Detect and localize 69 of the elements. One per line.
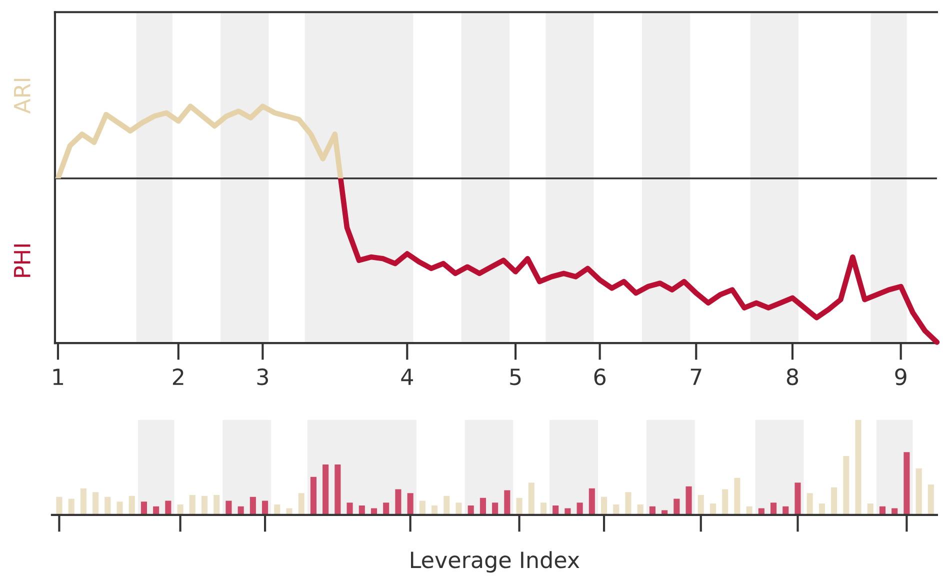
x-tick-label: 3 — [257, 368, 268, 386]
bar — [383, 502, 390, 515]
bar — [528, 482, 534, 515]
bar — [818, 504, 825, 515]
bar — [104, 496, 111, 515]
bar — [540, 502, 547, 515]
bar — [576, 502, 583, 515]
bar — [698, 494, 704, 515]
bar — [480, 498, 486, 515]
x-tick-label: 7 — [690, 368, 702, 385]
bar — [928, 484, 934, 515]
x-axis-title: Leverage Index — [411, 551, 580, 573]
bar — [116, 502, 123, 515]
bar — [904, 452, 910, 515]
bar — [189, 494, 196, 515]
bar — [128, 496, 135, 515]
bar — [855, 420, 862, 515]
bar — [92, 492, 99, 515]
bar — [625, 492, 632, 515]
bar — [334, 464, 341, 515]
x-tick-label: 9 — [895, 368, 906, 386]
bar — [56, 496, 62, 515]
bar — [395, 489, 402, 515]
x-tick-label: 8 — [786, 368, 798, 386]
bar — [140, 502, 147, 515]
x-tick-label: 4 — [401, 368, 413, 385]
bar — [722, 489, 728, 515]
bar — [201, 496, 208, 515]
bar — [310, 476, 316, 515]
bar — [226, 500, 232, 515]
x-tick-label: 1 — [53, 368, 64, 385]
bar — [80, 488, 86, 515]
bar — [274, 504, 280, 515]
bar — [456, 502, 462, 515]
bar — [867, 504, 874, 515]
x-tick-label: 2 — [172, 368, 184, 385]
bar — [504, 490, 510, 515]
bar — [68, 498, 74, 515]
bar — [843, 456, 850, 515]
bar — [674, 498, 680, 515]
bar — [831, 487, 838, 515]
bar — [588, 488, 595, 515]
bar — [794, 482, 801, 515]
bar — [262, 500, 268, 515]
bar — [710, 504, 716, 515]
bar — [177, 504, 184, 515]
bar — [419, 500, 426, 515]
bar — [770, 502, 777, 515]
bar — [346, 502, 353, 515]
bar — [322, 464, 329, 515]
bar — [298, 493, 304, 515]
bar — [214, 494, 220, 515]
bar — [516, 498, 522, 515]
bar — [601, 496, 608, 515]
bar — [492, 502, 498, 515]
bar — [250, 496, 256, 515]
bar — [165, 500, 172, 515]
bar — [613, 504, 620, 515]
x-tick-label: 5 — [510, 368, 521, 386]
bar — [734, 478, 740, 515]
bar — [637, 504, 644, 515]
bar — [686, 486, 692, 515]
bar — [806, 493, 813, 515]
bar — [407, 493, 414, 515]
x-tick-label: 6 — [594, 368, 606, 386]
bar — [444, 496, 450, 515]
text: PHI — [14, 244, 30, 277]
text: ARI — [14, 78, 30, 114]
bar — [916, 468, 922, 515]
